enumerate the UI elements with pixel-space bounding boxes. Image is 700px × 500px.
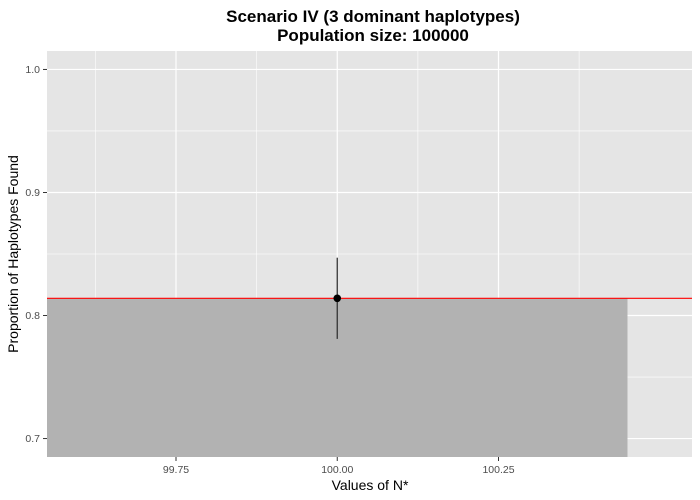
chart-title: Scenario IV (3 dominant haplotypes) (226, 7, 520, 26)
y-tick-label: 0.8 (25, 310, 40, 322)
points (333, 294, 342, 303)
chart-subtitle: Population size: 100000 (277, 26, 469, 45)
y-axis-title: Proportion of Haplotypes Found (5, 155, 21, 353)
grid-minor (47, 51, 692, 457)
data-point (333, 294, 342, 303)
x-axis: 99.75 100.00 100.25 (163, 457, 515, 476)
x-tick-label: 100.00 (321, 464, 353, 476)
x-tick-label: 100.25 (482, 464, 514, 476)
y-tick-label: 0.7 (25, 433, 40, 445)
y-tick-label: 1.0 (25, 64, 40, 76)
x-axis-title: Values of N* (332, 477, 409, 493)
y-tick-label: 0.9 (25, 187, 40, 199)
y-axis: 0.7 0.8 0.9 1.0 (25, 64, 47, 445)
x-tick-label: 99.75 (163, 464, 189, 476)
